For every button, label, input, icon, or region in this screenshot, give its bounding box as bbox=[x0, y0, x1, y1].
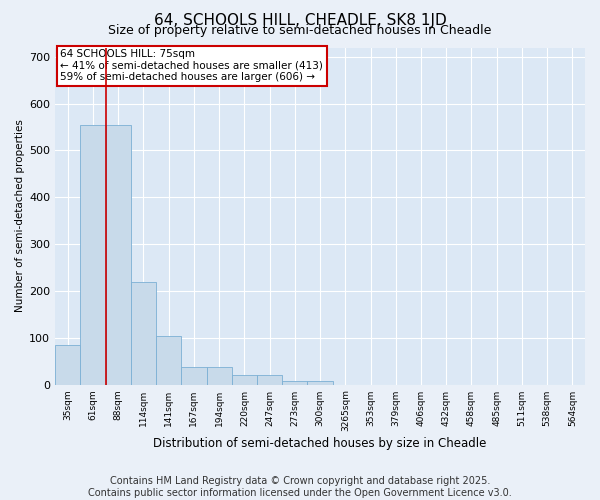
X-axis label: Distribution of semi-detached houses by size in Cheadle: Distribution of semi-detached houses by … bbox=[154, 437, 487, 450]
Bar bbox=[131, 282, 156, 385]
Text: Contains HM Land Registry data © Crown copyright and database right 2025.
Contai: Contains HM Land Registry data © Crown c… bbox=[88, 476, 512, 498]
Bar bbox=[307, 381, 332, 384]
Bar bbox=[282, 381, 307, 384]
Bar bbox=[181, 367, 206, 384]
Bar bbox=[232, 375, 257, 384]
Bar bbox=[106, 124, 131, 384]
Bar bbox=[80, 124, 106, 384]
Bar bbox=[156, 336, 181, 384]
Text: 64 SCHOOLS HILL: 75sqm
← 41% of semi-detached houses are smaller (413)
59% of se: 64 SCHOOLS HILL: 75sqm ← 41% of semi-det… bbox=[61, 49, 323, 82]
Text: Size of property relative to semi-detached houses in Cheadle: Size of property relative to semi-detach… bbox=[109, 24, 491, 37]
Text: 64, SCHOOLS HILL, CHEADLE, SK8 1JD: 64, SCHOOLS HILL, CHEADLE, SK8 1JD bbox=[154, 12, 446, 28]
Bar bbox=[55, 345, 80, 385]
Y-axis label: Number of semi-detached properties: Number of semi-detached properties bbox=[15, 120, 25, 312]
Bar bbox=[206, 367, 232, 384]
Bar bbox=[257, 375, 282, 384]
